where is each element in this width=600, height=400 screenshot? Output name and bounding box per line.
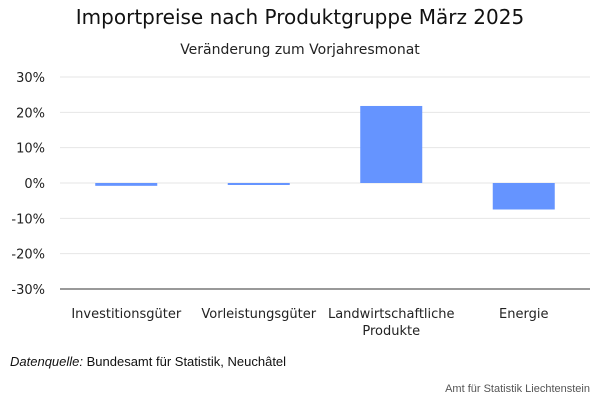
data-source-label: Datenquelle: (10, 354, 83, 369)
bar-chart: -30% -20% -10% 0% 10% 20% 30% Investitionsgüter… (11, 71, 590, 339)
bar (227, 183, 290, 185)
y-tick-label: -10% (11, 212, 45, 227)
y-tick-label: -20% (11, 248, 45, 263)
y-tick-label: 0% (24, 177, 45, 192)
x-tick-label: Energie (499, 307, 548, 322)
x-tick-label: Produkte (362, 324, 420, 339)
x-tick-label: Investitionsgüter (71, 307, 182, 322)
y-tick-label: -30% (11, 283, 45, 298)
y-tick-label: 10% (16, 142, 45, 157)
data-source: Datenquelle: Bundesamt für Statistik, Ne… (10, 354, 286, 369)
y-tick-label: 30% (16, 71, 45, 86)
footer-credit: Amt für Statistik Liechtenstein (445, 383, 590, 395)
x-tick-label: Landwirtschaftliche (328, 307, 455, 322)
y-tick-label: 20% (16, 106, 45, 121)
x-tick-label: Vorleistungsgüter (201, 307, 316, 322)
bar (360, 105, 423, 183)
chart-subtitle: Veränderung zum Vorjahresmonat (180, 42, 420, 58)
chart-title: Importpreise nach Produktgruppe März 202… (75, 5, 525, 29)
bar (95, 183, 158, 186)
data-source-text: Bundesamt für Statistik, Neuchâtel (83, 354, 287, 369)
bar (492, 183, 555, 210)
